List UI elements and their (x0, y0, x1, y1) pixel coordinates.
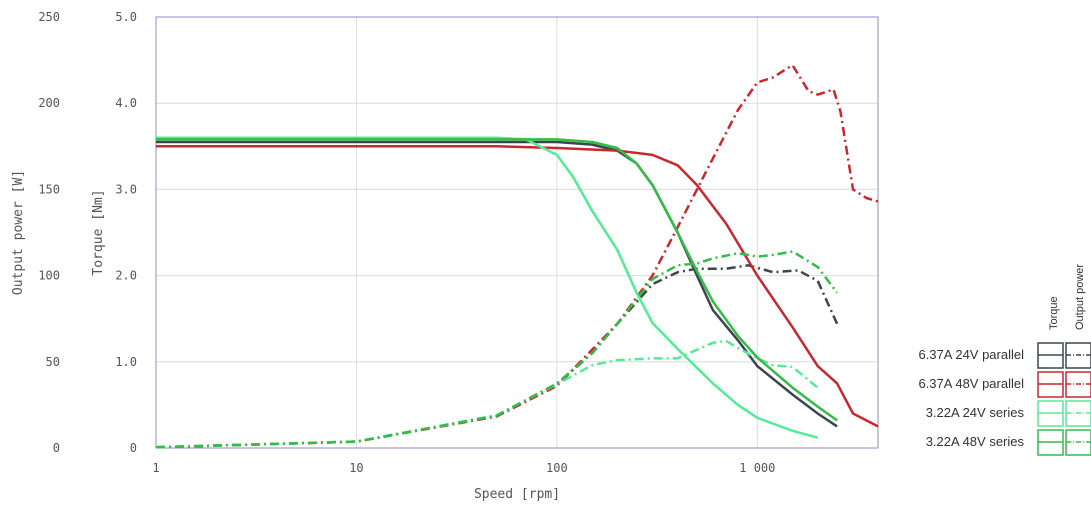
torque-axis-ticks: 0 1.0 2.0 3.0 4.0 5.0 (115, 10, 137, 455)
legend-label-3-22a-24v-series: 3.22A 24V series (926, 405, 1025, 420)
torque-line-3-22a-48v-series (156, 138, 838, 422)
legend-label-6-37a-48v-parallel: 6.37A 48V parallel (918, 376, 1024, 391)
power-line-3-22a-48v-series (155, 250, 839, 449)
speed-tick-label: 1 (152, 461, 159, 475)
power-tick-label: 200 (38, 96, 60, 110)
speed-tick-label: 100 (546, 461, 568, 475)
legend-label-6-37a-24v-parallel: 6.37A 24V parallel (918, 347, 1024, 362)
plot-area-frame (155, 16, 879, 449)
torque-tick-label: 4.0 (115, 96, 137, 110)
power-tick-label: 0 (53, 441, 60, 455)
speed-axis-ticks: 1 10 100 1 000 (152, 461, 775, 475)
power-line-6-37a-48v-parallel (155, 64, 879, 449)
power-axis-title: Output power [W] (11, 170, 26, 295)
power-line-3-22a-24v-series (155, 339, 819, 449)
torque-tick-label: 1.0 (115, 355, 137, 369)
torque-tick-label: 5.0 (115, 10, 137, 24)
power-tick-label: 100 (38, 269, 60, 283)
power-axis-ticks: 0 50 100 150 200 250 (38, 10, 60, 455)
torque-line-6-37a-24v-parallel (156, 140, 838, 428)
torque-axis-title: Torque [Nm] (91, 189, 106, 275)
legend-label-3-22a-48v-series: 3.22A 48V series (926, 434, 1025, 449)
torque-tick-label: 3.0 (115, 182, 137, 196)
torque-tick-label: 0 (130, 441, 137, 455)
power-tick-label: 50 (46, 355, 60, 369)
power-tick-label: 250 (38, 10, 60, 24)
power-tick-label: 150 (38, 182, 60, 196)
torque-line-3-22a-24v-series (156, 136, 819, 439)
speed-tick-label: 10 (349, 461, 363, 475)
legend-header-output-power: Output power (1074, 264, 1086, 330)
legend: Torque Output power 6.37A 24V parallel 6.… (918, 264, 1091, 456)
torque-tick-label: 2.0 (115, 269, 137, 283)
power-line-6-37a-24v-parallel (155, 264, 839, 449)
series-lines (155, 64, 879, 449)
legend-header-torque: Torque (1048, 296, 1060, 330)
grid (155, 16, 878, 449)
speed-axis-title: Speed [rpm] (474, 487, 560, 502)
torque-line-6-37a-48v-parallel (156, 145, 879, 428)
speed-tick-label: 1 000 (739, 461, 775, 475)
